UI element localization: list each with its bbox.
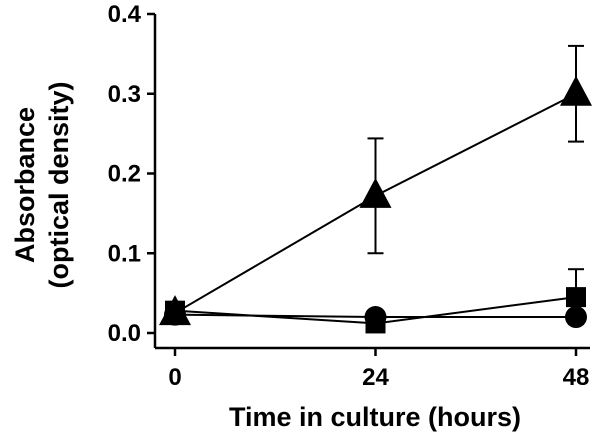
y-tick-label: 0.4	[108, 1, 142, 28]
circle-marker	[565, 306, 587, 329]
y-axis-title-line2: (optical density)	[44, 81, 74, 288]
x-tick-label: 0	[168, 364, 181, 391]
triangle-marker	[359, 177, 392, 208]
triangle-marker	[560, 75, 592, 106]
x-tick-label: 24	[362, 364, 389, 391]
circle-marker	[364, 306, 387, 329]
y-ticks: 0.0 0.1 0.2 0.3 0.4	[108, 1, 155, 347]
circle-marker	[164, 303, 186, 326]
y-tick-label: 0.1	[108, 240, 141, 267]
series-triangle	[159, 44, 592, 326]
x-tick-label: 48	[563, 364, 590, 391]
series-layer	[159, 44, 592, 334]
x-ticks: 0 24 48	[168, 348, 589, 391]
series-circle	[164, 303, 587, 329]
square-marker	[566, 287, 586, 308]
axes	[153, 14, 590, 350]
y-tick-label: 0.3	[108, 81, 141, 108]
y-tick-label: 0.2	[108, 161, 141, 188]
y-axis-title-line1: Absorbance	[10, 107, 40, 263]
y-tick-label: 0.0	[108, 320, 141, 347]
x-axis-title: Time in culture (hours)	[229, 402, 521, 432]
